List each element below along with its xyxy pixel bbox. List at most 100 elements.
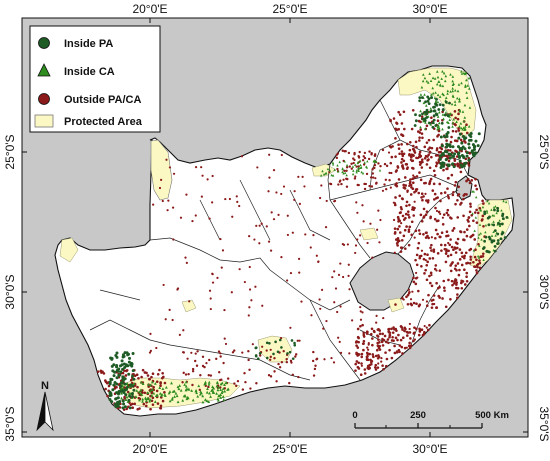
- right-tick-35s: 35°0'S: [537, 406, 550, 441]
- legend-inside-pa: Inside PA: [64, 38, 113, 50]
- outside-point: [445, 250, 448, 253]
- pa-point: [418, 99, 422, 103]
- ca-point: [183, 394, 187, 397]
- bottom-tick-30e: 30°0'E: [412, 442, 447, 456]
- outside-point: [417, 333, 421, 337]
- ca-point: [435, 70, 439, 73]
- outside-point: [430, 155, 433, 159]
- outside-point: [171, 206, 175, 209]
- pa-point: [258, 351, 262, 355]
- outside-point: [407, 213, 410, 217]
- pa-point: [115, 376, 119, 380]
- ca-point: [170, 397, 174, 401]
- outside-point: [367, 348, 370, 351]
- outside-point: [376, 366, 380, 369]
- pa-point: [117, 367, 121, 371]
- ca-point: [451, 125, 454, 128]
- outside-point: [433, 173, 437, 177]
- outside-point: [456, 293, 459, 296]
- outside-point: [394, 196, 397, 199]
- outside-point: [421, 158, 424, 161]
- outside-point: [434, 206, 437, 210]
- outside-point: [391, 331, 395, 334]
- outside-point: [164, 318, 167, 321]
- ca-point: [146, 396, 150, 400]
- pa-point: [452, 165, 456, 169]
- outside-point: [397, 178, 401, 181]
- outside-point: [280, 192, 283, 196]
- outside-point: [429, 271, 433, 275]
- outside-point: [199, 374, 202, 377]
- outside-point: [411, 108, 415, 112]
- outside-point: [443, 191, 447, 194]
- outside-point: [475, 271, 479, 275]
- outside-point: [356, 327, 360, 331]
- outside-point: [380, 360, 383, 363]
- outside-point: [438, 235, 442, 239]
- ca-point: [498, 219, 501, 222]
- pa-point: [459, 147, 463, 151]
- ca-point: [474, 195, 478, 199]
- outside-point: [476, 265, 479, 269]
- outside-point: [481, 199, 484, 203]
- outside-point: [397, 333, 400, 337]
- outside-point: [417, 191, 421, 195]
- pa-point: [121, 375, 125, 379]
- outside-point: [478, 261, 482, 265]
- ca-point: [437, 121, 441, 125]
- outside-point: [384, 187, 388, 191]
- outside-point: [401, 133, 404, 137]
- outside-point: [403, 329, 406, 333]
- bottom-tick-20e: 20°0'E: [132, 442, 167, 456]
- outside-point: [354, 251, 357, 255]
- outside-point: [243, 371, 246, 375]
- ca-point: [141, 397, 145, 401]
- pa-point: [445, 135, 449, 139]
- pa-point: [129, 363, 133, 367]
- outside-point: [465, 279, 469, 283]
- outside-point: [159, 404, 163, 408]
- outside-point: [466, 261, 470, 265]
- top-tick-25e: 25°0'E: [272, 2, 307, 16]
- outside-point: [172, 172, 176, 175]
- outside-point: [339, 305, 342, 308]
- outside-point: [408, 290, 411, 294]
- inside-ca-legend-symbol: [37, 63, 51, 77]
- outside-point: [107, 384, 111, 388]
- outside-point: [419, 213, 423, 217]
- ca-point: [428, 110, 431, 113]
- pa-point: [274, 340, 277, 344]
- outside-point: [236, 379, 240, 383]
- outside-point: [445, 230, 449, 234]
- outside-point: [454, 130, 458, 133]
- outside-point: [414, 276, 418, 280]
- outside-point: [162, 283, 165, 287]
- ca-point: [494, 205, 497, 208]
- outside-point: [415, 253, 419, 257]
- outside-point: [432, 169, 436, 173]
- ca-point: [324, 171, 328, 175]
- outside-point: [405, 163, 409, 166]
- outside-point: [298, 339, 301, 342]
- outside-point: [182, 351, 185, 354]
- outside-point: [310, 314, 313, 317]
- inside-pa-points: [108, 95, 509, 410]
- outside-point: [377, 162, 380, 165]
- pa-point: [124, 393, 128, 397]
- outside-point: [418, 160, 422, 164]
- outside-point: [389, 119, 392, 123]
- outside-point: [388, 179, 391, 182]
- outside-point: [434, 154, 438, 157]
- outside-point: [409, 298, 413, 301]
- outside-point: [269, 348, 272, 351]
- outside-point: [424, 231, 428, 235]
- pa-point: [429, 109, 433, 113]
- pa-point: [125, 387, 129, 391]
- outside-point: [211, 281, 215, 284]
- pa-point: [414, 113, 417, 117]
- pa-point: [481, 247, 485, 251]
- outside-point: [149, 349, 152, 352]
- outside-point: [369, 176, 373, 179]
- ca-point: [446, 92, 449, 95]
- outside-point: [404, 247, 407, 250]
